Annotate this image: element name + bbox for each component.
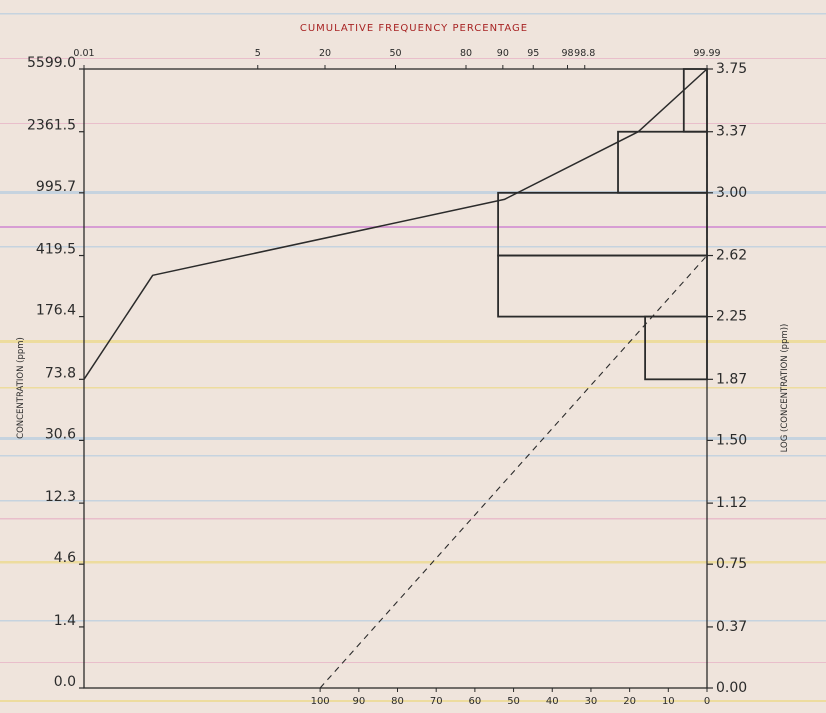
bottom-tick-label: 50 <box>507 696 520 707</box>
right-axis: 0.00 0.37 0.75 1.12 1.50 1.87 2.25 2.62 3.00 3.37… <box>707 61 747 696</box>
right-tick-label: 2.25 <box>716 309 747 325</box>
cumulative-line <box>83 68 708 380</box>
paper-stripe <box>0 340 826 343</box>
top-tick-label: 95 <box>527 48 539 59</box>
bottom-tick-label: 20 <box>623 696 636 707</box>
histogram-bar <box>497 191 708 257</box>
paper-stripe <box>0 226 826 228</box>
bottom-tick-label: 90 <box>352 696 365 707</box>
paper-stripe <box>0 437 826 440</box>
right-tick-label: 1.87 <box>716 371 747 387</box>
right-axis-label: LOG (CONCENTRATION (ppm)) <box>780 324 790 453</box>
right-tick-label: 1.50 <box>716 432 747 448</box>
top-tick-label: 80 <box>460 48 472 59</box>
right-tick-label: 0.75 <box>716 556 747 572</box>
right-tick-label: 3.37 <box>716 124 747 140</box>
left-tick-label: 5599.0 <box>27 55 76 71</box>
bottom-tick-label: 0 <box>704 696 710 707</box>
paper-stripe <box>0 700 826 702</box>
bottom-tick-label: 40 <box>546 696 559 707</box>
left-tick-label: 4.6 <box>54 550 76 566</box>
right-tick-label: 3.00 <box>716 185 747 201</box>
bottom-tick-label: 100 <box>311 696 330 707</box>
paper-stripe <box>0 387 826 389</box>
paper-stripe <box>0 123 826 124</box>
bottom-tick-label: 10 <box>662 696 675 707</box>
right-tick-label: 2.62 <box>716 248 747 264</box>
histogram-bar <box>644 315 708 381</box>
right-tick-label: 0.37 <box>716 619 747 635</box>
left-tick-label: 12.3 <box>45 489 76 505</box>
paper-stripe <box>0 500 826 502</box>
bottom-tick-label: 30 <box>585 696 598 707</box>
histogram-bar <box>497 254 708 318</box>
left-tick-label: 419.5 <box>36 242 76 258</box>
bottom-tick-label: 80 <box>391 696 404 707</box>
top-tick-label: 5 <box>255 48 261 59</box>
top-tick-label: 20 <box>319 48 331 59</box>
left-tick-label: 995.7 <box>36 179 76 195</box>
paper-stripe <box>0 620 826 622</box>
left-tick-label: 1.4 <box>54 613 76 629</box>
top-tick-label: 50 <box>389 48 401 59</box>
right-tick-label: 1.12 <box>716 495 747 511</box>
paper-stripe <box>0 13 826 15</box>
paper-stripe <box>0 246 826 248</box>
histogram-bar <box>682 68 708 133</box>
left-tick-label: 2361.5 <box>27 118 76 134</box>
top-tick-label: 0.01 <box>73 48 94 59</box>
paper-stripe <box>0 455 826 457</box>
paper-stripe <box>0 191 826 194</box>
bottom-tick-label: 70 <box>430 696 443 707</box>
bottom-axis: 100 90 80 70 60 50 40 30 20 10 0 <box>311 688 710 707</box>
paper-stripe <box>0 561 826 564</box>
top-tick-label: 99.99 <box>693 48 720 59</box>
paper-stripes <box>0 13 826 702</box>
left-tick-label: 73.8 <box>45 365 76 381</box>
right-tick-label: 0.00 <box>716 680 747 696</box>
left-tick-label: 0.0 <box>54 674 76 690</box>
paper-stripe <box>0 58 826 59</box>
series-lines <box>83 68 708 689</box>
left-axis-label: CONCENTRATION (ppm) <box>16 337 26 439</box>
plot-frame <box>83 68 708 689</box>
right-tick-label: 3.75 <box>716 61 747 77</box>
top-tick-label: 90 <box>497 48 509 59</box>
paper-stripe <box>0 518 826 520</box>
histogram <box>497 68 708 381</box>
top-tick-label: 98 <box>561 48 573 59</box>
histogram-bar <box>617 130 708 194</box>
top-axis: 0.01 5 20 50 80 90 95 98 98.8 99.99 <box>73 48 721 69</box>
bottom-tick-label: 60 <box>469 696 482 707</box>
left-tick-label: 30.6 <box>45 426 76 442</box>
left-tick-label: 176.4 <box>36 303 76 319</box>
paper-stripe <box>0 662 826 663</box>
top-tick-label: 98.8 <box>574 48 595 59</box>
dashed-line <box>319 255 708 689</box>
left-axis: 0.0 1.4 4.6 12.3 30.6 73.8 176.4 419.5 995.7 2361… <box>27 55 84 690</box>
chart-title: CUMULATIVE FREQUENCY PERCENTAGE <box>300 23 528 34</box>
